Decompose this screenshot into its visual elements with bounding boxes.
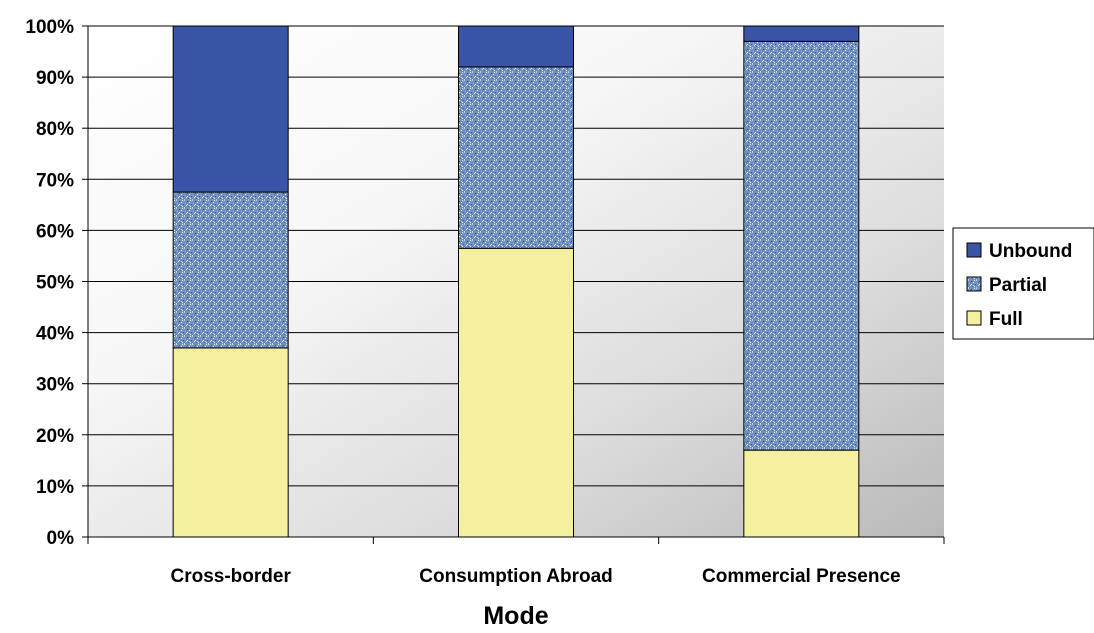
x-category-label: Commercial Presence	[702, 566, 901, 587]
y-tick-label: 60%	[36, 221, 74, 242]
bar-full-consumption-abroad	[458, 247, 574, 538]
legend-swatch-partial	[966, 276, 982, 292]
bar-partial-cross-border	[172, 191, 289, 349]
y-tick-label: 10%	[36, 477, 74, 498]
bar-full-cross-border	[172, 347, 289, 538]
y-tick-label: 0%	[47, 528, 75, 549]
axes	[82, 25, 945, 544]
y-tick-label: 50%	[36, 273, 74, 294]
bar-unbound-commercial-presence	[743, 25, 860, 42]
legend-swatch-unbound	[966, 242, 982, 258]
bar-full-commercial-presence	[743, 449, 860, 538]
bar-partial-consumption-abroad	[458, 66, 574, 249]
y-tick-label: 90%	[36, 68, 74, 89]
y-tick-label: 20%	[36, 426, 74, 447]
legend-swatch-full	[966, 310, 982, 326]
bar-partial-commercial-presence	[743, 40, 860, 451]
legend: Unbound Partial Full	[952, 227, 1094, 340]
bars	[172, 25, 860, 538]
legend-label-partial: Partial	[989, 275, 1047, 296]
x-category-label: Cross-border	[170, 566, 291, 587]
y-tick-label: 100%	[25, 17, 74, 38]
legend-label-unbound: Unbound	[989, 241, 1072, 262]
x-axis-title: Mode	[483, 602, 548, 630]
y-tick-label: 70%	[36, 170, 74, 191]
y-tick-label: 80%	[36, 119, 74, 140]
bar-unbound-consumption-abroad	[458, 25, 574, 68]
y-tick-label: 40%	[36, 324, 74, 345]
axis-labels: 0% 10% 20% 30% 40% 50% 60% 70% 80% 90% 100% Cross-b…	[25, 17, 900, 630]
x-category-label: Consumption Abroad	[419, 566, 613, 587]
y-tick-label: 30%	[36, 375, 74, 396]
bar-unbound-cross-border	[172, 25, 289, 193]
legend-label-full: Full	[989, 309, 1023, 330]
